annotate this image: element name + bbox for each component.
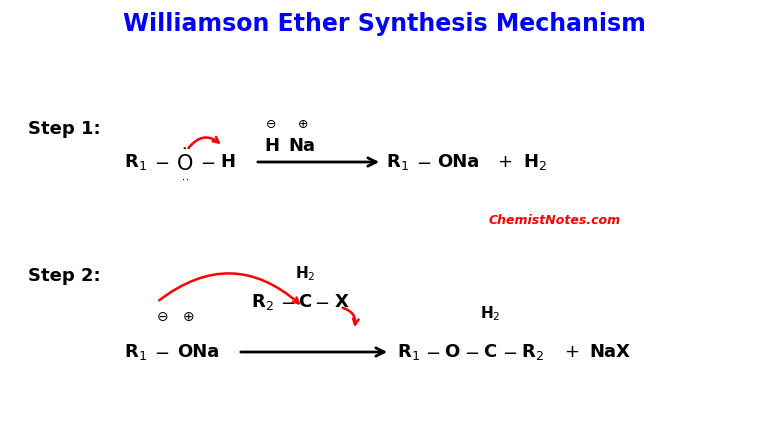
Text: $-$: $-$ (280, 293, 296, 311)
Text: $\ominus$: $\ominus$ (266, 118, 276, 131)
Text: $-$: $-$ (314, 293, 329, 311)
Text: R$_2$: R$_2$ (521, 342, 544, 362)
Text: R$_1$: R$_1$ (124, 152, 147, 172)
Text: $\oplus$: $\oplus$ (182, 310, 194, 324)
Text: R$_2$: R$_2$ (250, 292, 273, 312)
Text: X: X (335, 293, 349, 311)
Text: $+$: $+$ (498, 153, 512, 171)
Text: NaX: NaX (590, 343, 631, 361)
Text: ONa: ONa (437, 153, 479, 171)
Text: R$_1$: R$_1$ (396, 342, 419, 362)
Text: C: C (299, 293, 312, 311)
Text: $\ddot{\rm O}$: $\ddot{\rm O}$ (177, 149, 194, 175)
Text: H$_2$: H$_2$ (480, 305, 500, 323)
Text: Step 2:: Step 2: (28, 267, 101, 285)
Text: C: C (483, 343, 497, 361)
Text: Step 1:: Step 1: (28, 120, 101, 138)
Text: O: O (445, 343, 459, 361)
Text: $-$: $-$ (425, 343, 441, 361)
Text: $\ominus$: $\ominus$ (156, 310, 168, 324)
Text: ChemistNotes.com: ChemistNotes.com (489, 214, 621, 227)
Text: $\oplus$: $\oplus$ (297, 118, 309, 131)
Text: $\cdot\cdot$: $\cdot\cdot$ (180, 174, 190, 184)
Text: Na: Na (289, 137, 316, 155)
Text: R$_1$: R$_1$ (124, 342, 147, 362)
Text: $-$: $-$ (154, 343, 170, 361)
Text: $-$: $-$ (465, 343, 479, 361)
Text: H: H (264, 137, 280, 155)
Text: $-$: $-$ (502, 343, 518, 361)
Text: H: H (220, 153, 236, 171)
Text: $-$: $-$ (154, 153, 170, 171)
Text: ONa: ONa (177, 343, 219, 361)
Text: Williamson Ether Synthesis Mechanism: Williamson Ether Synthesis Mechanism (123, 12, 645, 36)
Text: H$_2$: H$_2$ (523, 152, 547, 172)
Text: R$_1$: R$_1$ (386, 152, 409, 172)
Text: $-$: $-$ (416, 153, 432, 171)
Text: H$_2$: H$_2$ (295, 265, 316, 283)
Text: $+$: $+$ (564, 343, 580, 361)
Text: $-$: $-$ (200, 153, 216, 171)
